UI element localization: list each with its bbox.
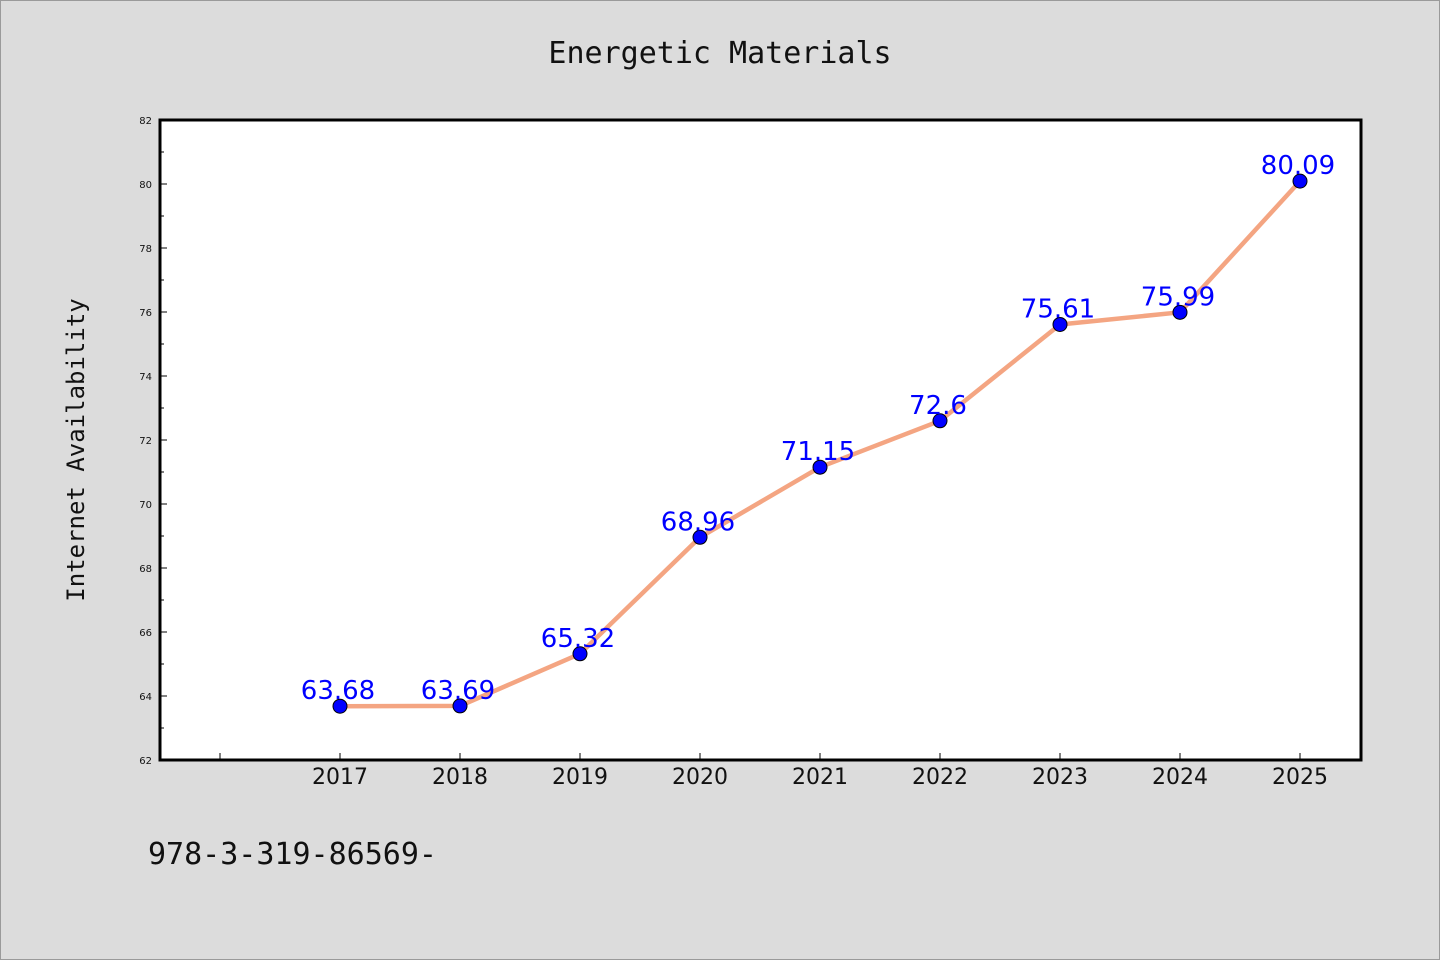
x-tick-label: 2018 <box>432 765 488 790</box>
y-tick-label: 68 <box>139 564 152 575</box>
series-line-group: 63.68 63.69 65.32 68.96 71.15 72.6 75.61 75.99 8… <box>301 151 1335 714</box>
footnote-text: 978-3-319-86569- <box>148 837 437 872</box>
x-tick-label: 2017 <box>312 765 368 790</box>
data-label: 80.09 <box>1261 151 1335 181</box>
x-tick-label: 2019 <box>552 765 608 790</box>
y-tick-label: 62 <box>139 756 152 767</box>
y-tick-label: 82 <box>139 116 152 127</box>
x-tick-label: 2020 <box>672 765 728 790</box>
data-label: 63.69 <box>421 676 495 706</box>
y-tick-label: 72 <box>139 436 152 447</box>
data-point <box>452 698 468 714</box>
x-tick-label: 2021 <box>792 765 848 790</box>
data-point <box>812 459 828 475</box>
data-label: 75.61 <box>1021 294 1095 324</box>
y-axis: 62 64 66 68 70 72 74 76 78 80 82 <box>139 116 167 767</box>
data-point <box>932 413 948 429</box>
data-point <box>572 646 588 662</box>
data-point <box>1172 304 1188 320</box>
y-axis-label: Internet Availability <box>62 298 90 601</box>
x-axis: 2017 2018 2019 2020 2021 2022 2023 2024 2025 <box>219 753 1328 790</box>
data-point <box>1052 316 1068 332</box>
x-tick-label: 2022 <box>912 765 968 790</box>
y-tick-label: 76 <box>139 308 152 319</box>
data-point <box>332 698 348 714</box>
y-tick-label: 80 <box>139 180 152 191</box>
x-tick-label: 2025 <box>1272 765 1328 790</box>
data-label: 63.68 <box>301 676 375 706</box>
y-tick-label: 74 <box>139 372 152 383</box>
data-label: 75.99 <box>1141 282 1215 312</box>
data-label: 65.32 <box>541 624 615 654</box>
x-tick-label: 2024 <box>1152 765 1208 790</box>
data-point <box>692 529 708 545</box>
y-tick-label: 78 <box>139 244 152 255</box>
plot-area <box>158 118 1363 762</box>
x-tick-label: 2023 <box>1032 765 1088 790</box>
chart-title: Energetic Materials <box>548 36 891 71</box>
data-label: 68.96 <box>661 507 735 537</box>
data-point <box>1292 173 1308 189</box>
y-tick-label: 64 <box>139 692 152 703</box>
y-tick-label: 70 <box>139 500 152 511</box>
data-label: 71.15 <box>781 437 855 467</box>
y-tick-label: 66 <box>139 628 152 639</box>
data-label: 72.6 <box>909 391 967 421</box>
